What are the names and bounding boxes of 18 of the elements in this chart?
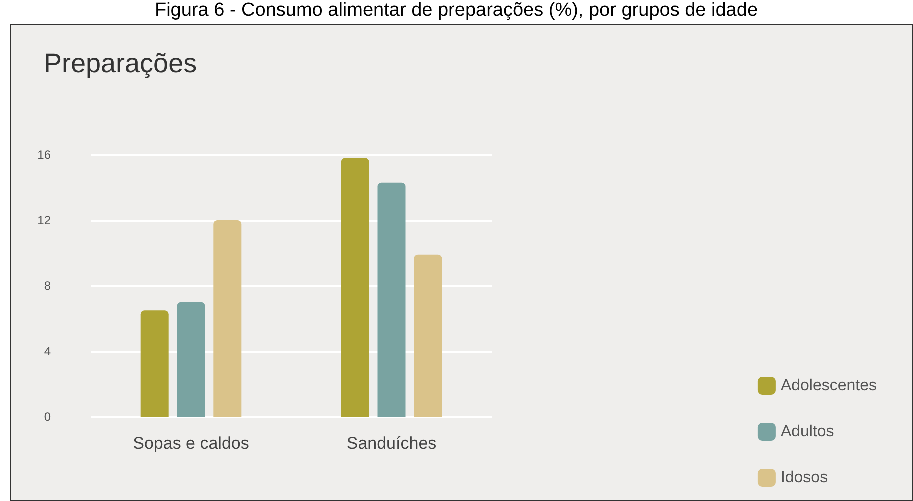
chart-subtitle: Preparações (44, 48, 198, 78)
bar (140, 310, 169, 417)
y-tick-label: 4 (44, 344, 52, 358)
legend-label: Idosos (780, 470, 828, 486)
chart-title: Figura 6 - Consumo alimentar de preparações (%), por grupos de idade (154, 0, 760, 22)
y-tick-label: 16 (38, 148, 52, 162)
y-tick-label: 12 (38, 214, 52, 228)
bar (341, 158, 370, 417)
legend-label: Adolescentes (780, 378, 877, 394)
bar (414, 254, 442, 417)
bar (214, 220, 242, 417)
legend-label: Adultos (780, 424, 834, 440)
x-tick-label: Sopas e caldos (133, 434, 250, 453)
y-tick-label: 8 (44, 279, 52, 293)
y-tick-label: 0 (44, 410, 52, 424)
x-tick-label: Sanduíches (346, 434, 437, 453)
bar (378, 182, 406, 417)
bar (177, 302, 206, 417)
